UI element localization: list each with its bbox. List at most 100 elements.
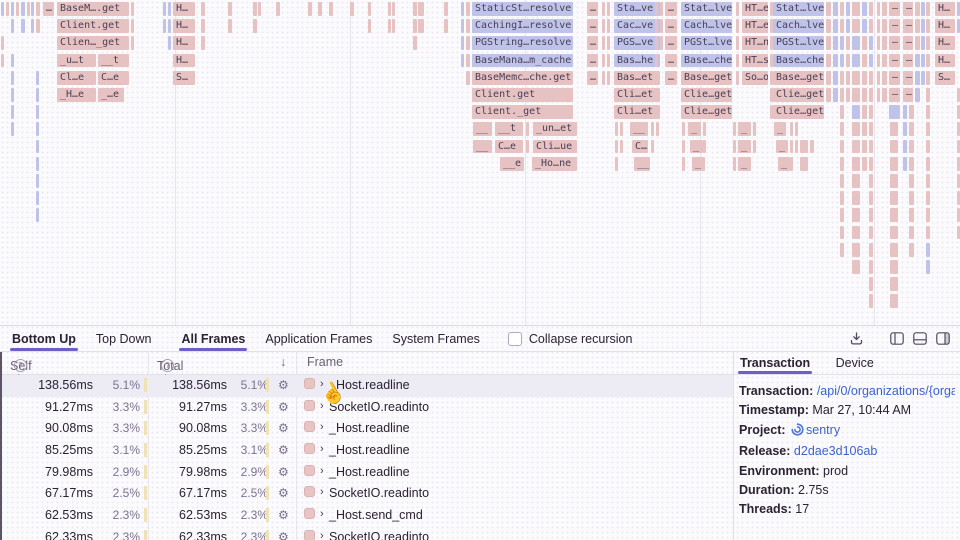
flame-frame[interactable]: Cli…et: [614, 105, 660, 119]
flame-frame[interactable]: [926, 36, 930, 51]
flame-frame[interactable]: Clien…_get: [57, 36, 129, 51]
flame-frame[interactable]: [466, 53, 470, 68]
flame-frame[interactable]: [131, 36, 134, 51]
flame-frame[interactable]: [915, 2, 920, 16]
flame-frame[interactable]: [703, 139, 706, 154]
flame-frame[interactable]: [682, 139, 685, 154]
layout-left-icon[interactable]: [890, 332, 904, 345]
flame-frame[interactable]: [915, 53, 920, 68]
flame-frame[interactable]: Base…get: [681, 70, 732, 85]
flame-frame[interactable]: [11, 53, 14, 68]
flame-frame[interactable]: [790, 139, 793, 154]
flame-frame[interactable]: [168, 36, 171, 51]
flame-frame[interactable]: [869, 53, 873, 68]
table-row[interactable]: 67.17ms 2.5% 67.17ms 2.5% ⚙ › SocketIO.readint…: [0, 483, 733, 505]
table-row[interactable]: 79.98ms 2.9% 79.98ms 2.9% ⚙ › _Host.readline: [0, 462, 733, 484]
flame-frame[interactable]: [790, 122, 793, 137]
row-settings-gear-icon[interactable]: ⚙: [278, 464, 289, 479]
flame-frame[interactable]: [833, 19, 838, 33]
flame-frame[interactable]: [926, 2, 930, 16]
tab-top-down[interactable]: Top Down: [95, 331, 152, 346]
flame-frame[interactable]: [869, 105, 873, 119]
flame-frame[interactable]: HT…s: [742, 53, 768, 68]
flame-frame[interactable]: [682, 156, 685, 171]
flame-frame[interactable]: [890, 225, 898, 240]
flame-frame[interactable]: [258, 2, 261, 16]
table-row[interactable]: 62.33ms 2.3% 62.33ms 2.3% ⚙ › SocketIO.readint…: [0, 527, 733, 540]
frame-name[interactable]: _Host.readline: [329, 464, 410, 479]
flame-frame[interactable]: _: [776, 139, 788, 154]
flame-frame[interactable]: [862, 122, 867, 137]
flame-frame[interactable]: CachingI…resolve: [472, 19, 573, 33]
flame-frame[interactable]: [915, 70, 920, 85]
flame-frame[interactable]: [602, 19, 605, 33]
flame-frame[interactable]: C…e: [98, 70, 129, 85]
flame-frame[interactable]: [308, 2, 312, 16]
flame-frame[interactable]: [862, 105, 867, 119]
flame-frame[interactable]: [16, 2, 19, 16]
flame-frame[interactable]: [877, 2, 880, 16]
table-row[interactable]: 91.27ms 3.3% 91.27ms 3.3% ⚙ › SocketIO.readint…: [0, 397, 733, 419]
flame-frame[interactable]: …: [665, 53, 677, 68]
flame-frame[interactable]: C…: [632, 139, 648, 154]
field-value[interactable]: sentry: [806, 422, 841, 437]
flame-frame[interactable]: _H…e: [57, 88, 96, 102]
expand-chevron-icon[interactable]: ›: [320, 464, 324, 477]
flame-frame[interactable]: [957, 156, 960, 171]
table-row[interactable]: 90.08ms 3.3% 90.08ms 3.3% ⚙ › _Host.readline: [0, 418, 733, 440]
flame-frame[interactable]: [615, 156, 618, 171]
flame-frame[interactable]: BaseM….get: [57, 2, 129, 16]
flame-frame[interactable]: [36, 88, 39, 102]
flame-frame[interactable]: [329, 2, 333, 16]
flame-frame[interactable]: [656, 122, 659, 137]
flame-frame[interactable]: [915, 36, 920, 51]
flame-frame[interactable]: [201, 36, 205, 51]
flame-frame[interactable]: –: [903, 19, 913, 33]
flame-frame[interactable]: [602, 2, 605, 16]
flame-frame[interactable]: [526, 139, 529, 154]
flame-frame[interactable]: [852, 36, 860, 51]
table-row[interactable]: 62.53ms 2.3% 62.53ms 2.3% ⚙ › _Host.send_cmd: [0, 505, 733, 527]
flame-frame[interactable]: [1, 36, 4, 51]
flame-frame[interactable]: [915, 19, 920, 33]
flame-frame[interactable]: Base…get: [773, 70, 824, 85]
flame-frame[interactable]: [833, 70, 838, 85]
field-value[interactable]: d2dae3d106ab: [793, 444, 878, 459]
flame-frame[interactable]: [466, 36, 470, 51]
flame-frame[interactable]: Sta…ve: [614, 2, 660, 16]
flame-frame[interactable]: [651, 122, 654, 137]
flame-frame[interactable]: [862, 36, 867, 51]
flame-frame[interactable]: [660, 36, 663, 51]
flame-frame[interactable]: [957, 139, 960, 154]
flame-frame[interactable]: [466, 2, 470, 16]
frame-name[interactable]: _Host.readline: [329, 443, 410, 458]
flame-frame[interactable]: [840, 36, 844, 51]
flame-frame[interactable]: [852, 53, 860, 68]
flame-frame[interactable]: [862, 19, 867, 33]
flame-frame[interactable]: [877, 36, 880, 51]
flame-frame[interactable]: –: [903, 53, 913, 68]
flame-frame[interactable]: [795, 122, 798, 137]
flame-frame[interactable]: [388, 2, 391, 16]
flame-frame[interactable]: [392, 2, 395, 16]
flame-frame[interactable]: [6, 2, 9, 16]
flame-frame[interactable]: [862, 156, 867, 171]
flame-frame[interactable]: [31, 2, 34, 16]
flame-frame[interactable]: Base…che: [681, 53, 732, 68]
flame-frame[interactable]: HT…e: [742, 2, 768, 16]
flame-frame[interactable]: [862, 88, 867, 102]
table-left-scrollbar[interactable]: [0, 352, 2, 540]
flame-frame[interactable]: [651, 139, 654, 154]
flame-frame[interactable]: [418, 2, 424, 16]
flame-frame[interactable]: [36, 122, 39, 137]
flame-frame[interactable]: [736, 2, 739, 16]
flame-frame[interactable]: __: [473, 122, 492, 137]
flame-frame[interactable]: [852, 122, 860, 137]
flame-frame[interactable]: [368, 19, 371, 33]
expand-chevron-icon[interactable]: ›: [320, 529, 324, 540]
flame-frame[interactable]: [926, 19, 930, 33]
flame-frame[interactable]: [388, 19, 391, 33]
flame-frame[interactable]: [852, 88, 860, 102]
tab-application-frames[interactable]: Application Frames: [265, 331, 373, 346]
flame-frame[interactable]: [413, 36, 417, 51]
